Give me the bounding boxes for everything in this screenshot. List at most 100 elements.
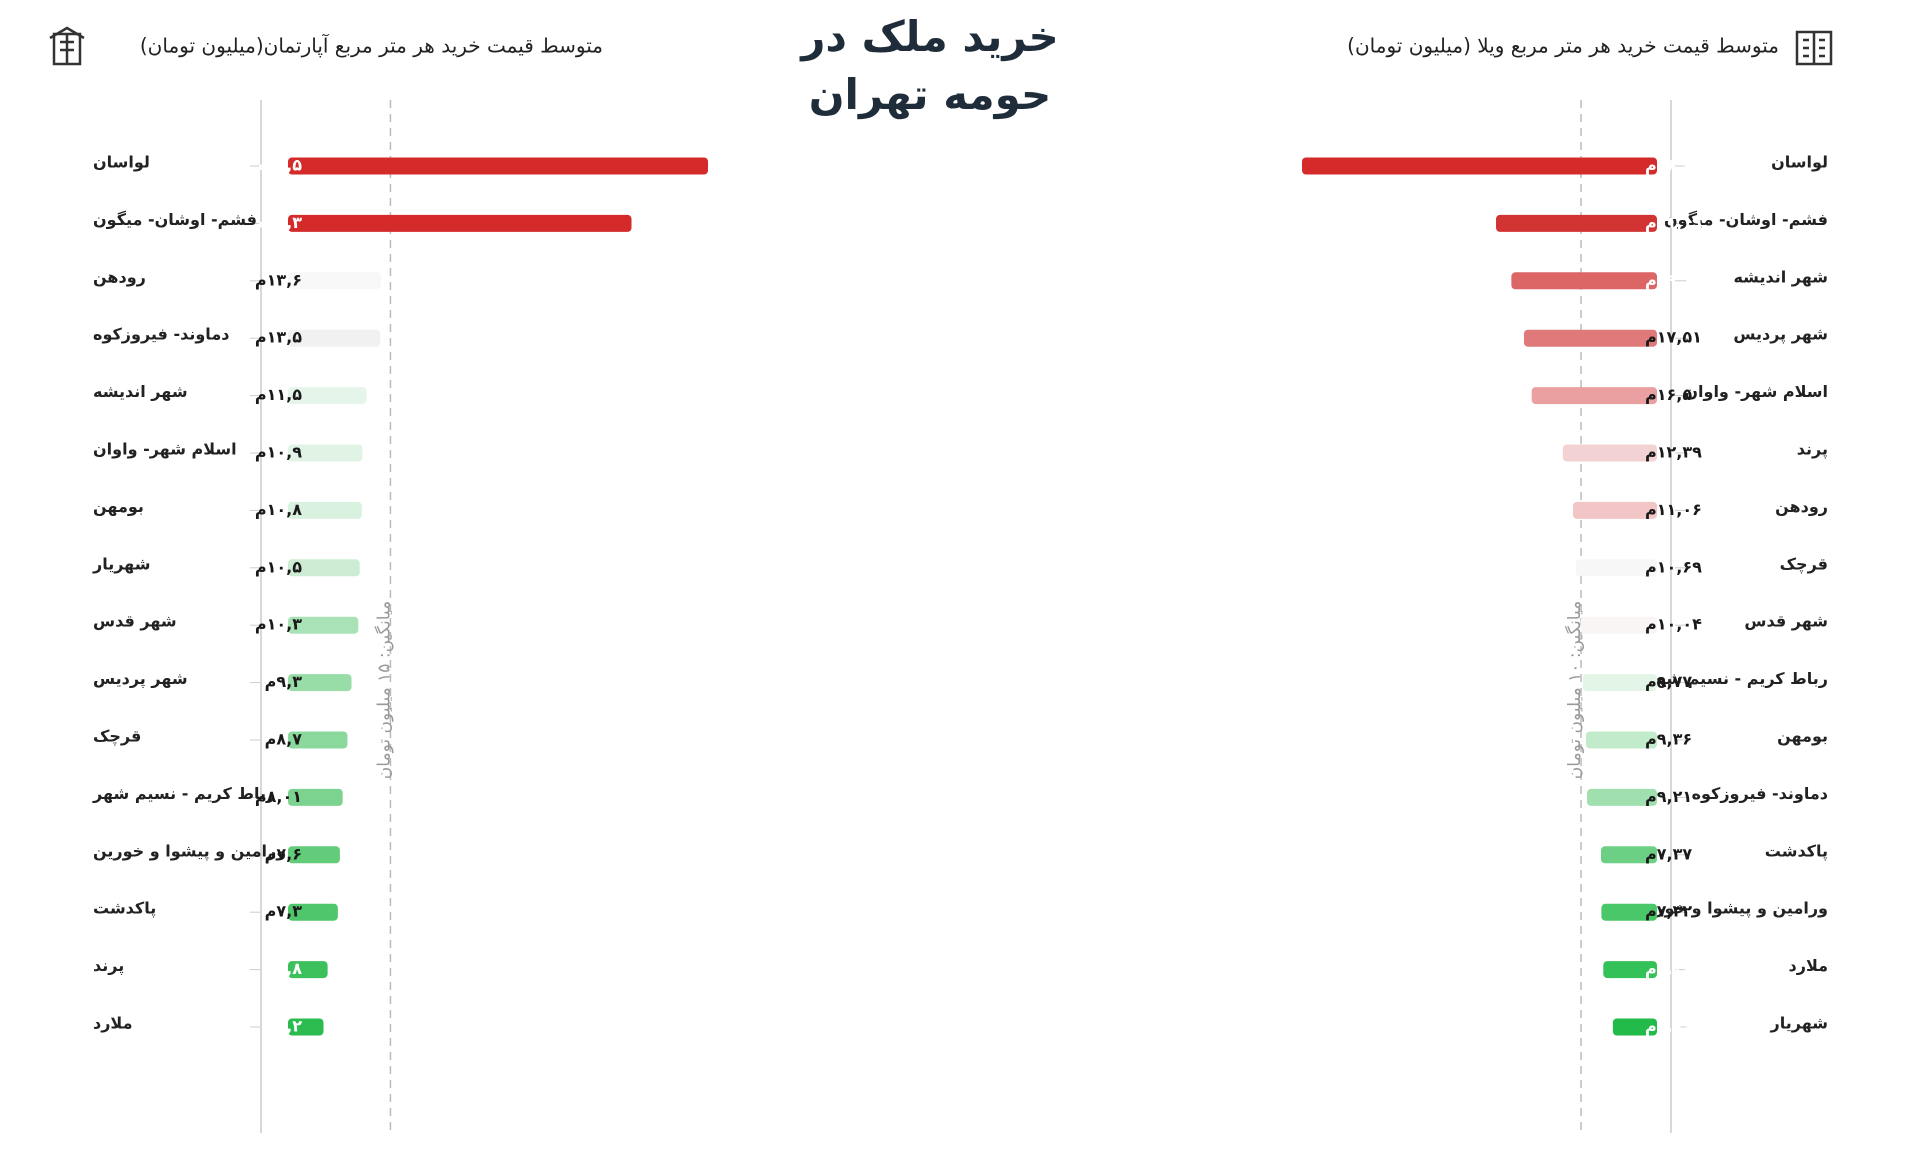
bar: [288, 214, 632, 232]
value-label: ۵,۸۱م: [1645, 1017, 1692, 1036]
bar: [1603, 961, 1657, 979]
value-label: ۵,۲م: [265, 1017, 303, 1036]
value-label: ۹,۷۷م: [1645, 672, 1692, 691]
category-label: لواسان: [93, 153, 150, 172]
bar: [1612, 1018, 1657, 1036]
category-label: شهر پردیس: [1733, 325, 1828, 345]
bar: [1601, 903, 1657, 921]
value-label: ۱۳,۵م: [255, 328, 302, 347]
value-label: ۷,۶م: [265, 844, 302, 863]
chart-subtitle: متوسط قیمت خرید هر متر مربع آپارتمان(میل…: [140, 33, 603, 59]
bar: [288, 903, 338, 921]
bar: [1511, 272, 1657, 290]
bar: [1580, 616, 1657, 634]
value-label: ۷,۳۷م: [1645, 844, 1692, 863]
bar: [1302, 157, 1657, 175]
value-label: ۱۷,۵۱م: [1645, 328, 1702, 347]
bar: [288, 616, 359, 634]
bar: [288, 157, 708, 175]
value-label: ۹,۳م: [265, 672, 303, 691]
category-label: اسلام شهر- واوان: [1684, 382, 1828, 401]
page-title: خرید ملک در حومه تهران: [801, 12, 1059, 119]
category-label: دماوند- فیروزکوه: [93, 325, 229, 344]
category-label: ورامین و پیشوا و خورین: [93, 841, 286, 861]
value-label: ۱۳,۶م: [255, 270, 302, 289]
bar: [1582, 674, 1657, 692]
value-label: ۹,۲۱م: [1645, 787, 1692, 806]
category-label: شهر اندیشه: [93, 382, 188, 401]
category-label: بومهن: [1777, 727, 1828, 746]
category-label: ملارد: [93, 1014, 132, 1033]
category-label: لواسان: [1771, 153, 1828, 172]
category-label: شهر قدس: [1744, 612, 1828, 631]
bar: [1601, 846, 1657, 864]
category-label: پرند: [93, 956, 124, 976]
value-label: ۶۱,۵م: [255, 156, 302, 175]
bar: [1562, 444, 1657, 462]
bar: [1587, 788, 1657, 806]
category-label: ورامین و پیشوا و خورین: [1635, 899, 1828, 919]
mean-label: میانگین: ۱۰ میلیون تومان: [1564, 601, 1585, 779]
bar: [288, 444, 363, 462]
category-label: شهریار: [92, 554, 150, 573]
value-label: ۱۱,۵م: [255, 385, 302, 404]
value-label: ۹,۳۶م: [1645, 730, 1692, 749]
value-label: ۱۰,۰۴م: [1645, 615, 1702, 634]
value-label: ۷,۳۲م: [1645, 902, 1692, 921]
category-label: اسلام شهر- واوان: [93, 440, 237, 459]
value-label: ۱۰,۶۹م: [1645, 557, 1702, 576]
value-label: ۸,۷م: [265, 730, 303, 749]
bar: [288, 846, 340, 864]
bar: [288, 501, 362, 519]
bar: [1496, 214, 1657, 232]
category-label: فشم- اوشان- میگون: [93, 210, 257, 229]
value-label: ۷,۰۷م: [1645, 959, 1692, 978]
category-label: شهر اندیشه: [1733, 267, 1828, 286]
value-label: ۱۲,۳۹م: [1645, 443, 1702, 462]
value-label: ۵,۸م: [265, 959, 303, 978]
value-label: ۴۶,۷۳م: [1645, 156, 1702, 175]
category-label: شهریار: [1770, 1014, 1828, 1033]
chart-subtitle: متوسط قیمت خرید هر متر مربع ویلا (میلیون…: [1347, 34, 1779, 58]
value-label: ۱۰,۵م: [255, 557, 302, 576]
bar: [288, 559, 360, 577]
bar: [288, 788, 343, 806]
apartment-icon: [49, 26, 85, 66]
value-label: ۱۶,۵م: [1645, 385, 1692, 404]
bar: [288, 731, 348, 749]
value-label: ۱۱,۰۶م: [1645, 500, 1702, 519]
mean-label: میانگین: ۱۵ میلیون تومان: [373, 601, 394, 779]
category-label: فشم- اوشان- میگون: [1664, 210, 1828, 229]
category-label: پرند: [1797, 440, 1828, 460]
value-label: ۷,۳م: [265, 902, 303, 921]
value-label: ۱۹,۱۷م: [1645, 270, 1702, 289]
category-label: دماوند- فیروزکوه: [1692, 784, 1828, 803]
category-label: ملارد: [1789, 956, 1828, 975]
bar: [1531, 387, 1657, 405]
value-label: ۱۰,۸م: [255, 500, 302, 519]
category-label: قرچک: [1780, 554, 1828, 574]
bar: [288, 1018, 324, 1036]
bar: [1572, 501, 1657, 519]
category-label: قرچک: [93, 727, 141, 747]
category-label: رباط کریم - نسیم شهر: [1645, 669, 1828, 688]
bar: [288, 329, 381, 347]
category-label: شهر پردیس: [93, 669, 188, 689]
category-label: رباط کریم - نسیم شهر: [92, 784, 275, 803]
bar: [1575, 559, 1657, 577]
category-label: رودهن: [93, 267, 146, 286]
value-label: ۲۱,۱۹م: [1645, 213, 1702, 232]
category-label: پاکدشت: [93, 899, 156, 919]
category-label: بومهن: [93, 497, 144, 516]
category-label: پاکدشت: [1765, 841, 1828, 861]
bar: [288, 674, 352, 692]
bar: [288, 961, 328, 979]
value-label: ۱۰,۳م: [255, 615, 302, 634]
value-label: ۵۰,۳م: [255, 213, 302, 232]
value-label: ۸,۰۱م: [255, 787, 302, 806]
bar: [288, 387, 367, 405]
category-label: شهر قدس: [93, 612, 177, 631]
